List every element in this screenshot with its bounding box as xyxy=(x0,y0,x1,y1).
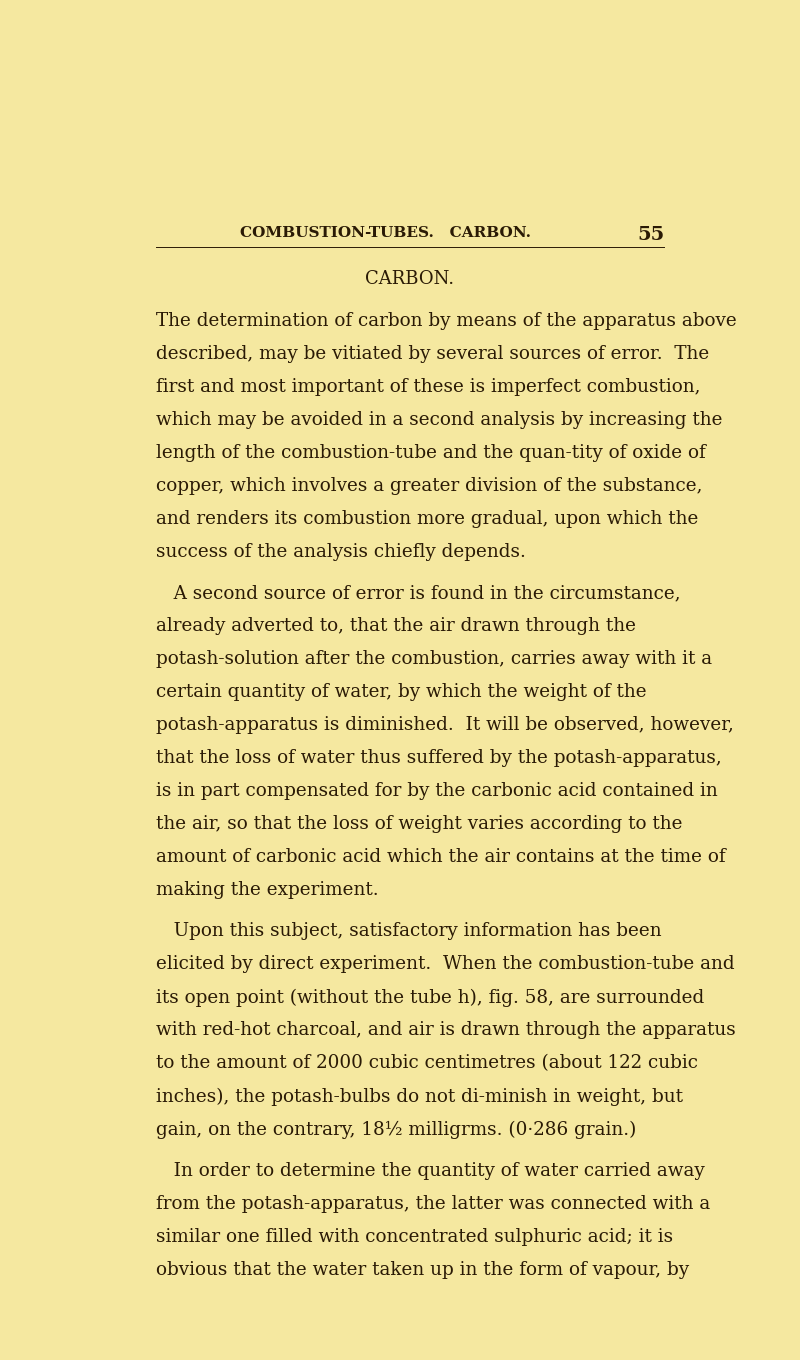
Text: its open point (without the tube h), fig. 58, are surrounded: its open point (without the tube h), fig… xyxy=(156,989,704,1006)
Text: Upon this subject, satisfactory information has been: Upon this subject, satisfactory informat… xyxy=(156,922,662,940)
Text: similar one filled with concentrated sulphuric acid; it is: similar one filled with concentrated sul… xyxy=(156,1228,673,1246)
Text: potash-apparatus is diminished.  It will be observed, however,: potash-apparatus is diminished. It will … xyxy=(156,717,734,734)
Text: 55: 55 xyxy=(637,226,664,243)
Text: to the amount of 2000 cubic centimetres (about 122 cubic: to the amount of 2000 cubic centimetres … xyxy=(156,1054,698,1073)
Text: The determination of carbon by means of the apparatus above: The determination of carbon by means of … xyxy=(156,311,737,330)
Text: obvious that the water taken up in the form of vapour, by: obvious that the water taken up in the f… xyxy=(156,1261,689,1278)
Text: CARBON.: CARBON. xyxy=(366,271,454,288)
Text: and renders its combustion more gradual, upon which the: and renders its combustion more gradual,… xyxy=(156,510,698,528)
Text: success of the analysis chiefly depends.: success of the analysis chiefly depends. xyxy=(156,543,526,560)
Text: from the potash-apparatus, the latter was connected with a: from the potash-apparatus, the latter wa… xyxy=(156,1194,710,1213)
Text: making the experiment.: making the experiment. xyxy=(156,881,378,899)
Text: first and most important of these is imperfect combustion,: first and most important of these is imp… xyxy=(156,378,700,396)
Text: In order to determine the quantity of water carried away: In order to determine the quantity of wa… xyxy=(156,1161,705,1179)
Text: described, may be vitiated by several sources of error.  The: described, may be vitiated by several so… xyxy=(156,345,709,363)
Text: is in part compensated for by the carbonic acid contained in: is in part compensated for by the carbon… xyxy=(156,782,718,800)
Text: length of the combustion-tube and the quan-tity of oxide of: length of the combustion-tube and the qu… xyxy=(156,443,706,462)
Text: that the loss of water thus suffered by the potash-apparatus,: that the loss of water thus suffered by … xyxy=(156,749,722,767)
Text: elicited by direct experiment.  When the combustion-tube and: elicited by direct experiment. When the … xyxy=(156,956,734,974)
Text: copper, which involves a greater division of the substance,: copper, which involves a greater divisio… xyxy=(156,477,702,495)
Text: potash-solution after the combustion, carries away with it a: potash-solution after the combustion, ca… xyxy=(156,650,712,668)
Text: inches), the potash-bulbs do not di-minish in weight, but: inches), the potash-bulbs do not di-mini… xyxy=(156,1088,682,1106)
Text: already adverted to, that the air drawn through the: already adverted to, that the air drawn … xyxy=(156,617,636,635)
Text: amount of carbonic acid which the air contains at the time of: amount of carbonic acid which the air co… xyxy=(156,849,726,866)
Text: certain quantity of water, by which the weight of the: certain quantity of water, by which the … xyxy=(156,683,646,702)
Text: with red-hot charcoal, and air is drawn through the apparatus: with red-hot charcoal, and air is drawn … xyxy=(156,1021,735,1039)
Text: COMBUSTION-TUBES.   CARBON.: COMBUSTION-TUBES. CARBON. xyxy=(240,226,530,239)
Text: A second source of error is found in the circumstance,: A second source of error is found in the… xyxy=(156,585,681,602)
Text: gain, on the contrary, 18½ milligrms. (0·286 grain.): gain, on the contrary, 18½ milligrms. (0… xyxy=(156,1121,636,1138)
Text: the air, so that the loss of weight varies according to the: the air, so that the loss of weight vari… xyxy=(156,815,682,834)
Text: which may be avoided in a second analysis by increasing the: which may be avoided in a second analysi… xyxy=(156,411,722,428)
